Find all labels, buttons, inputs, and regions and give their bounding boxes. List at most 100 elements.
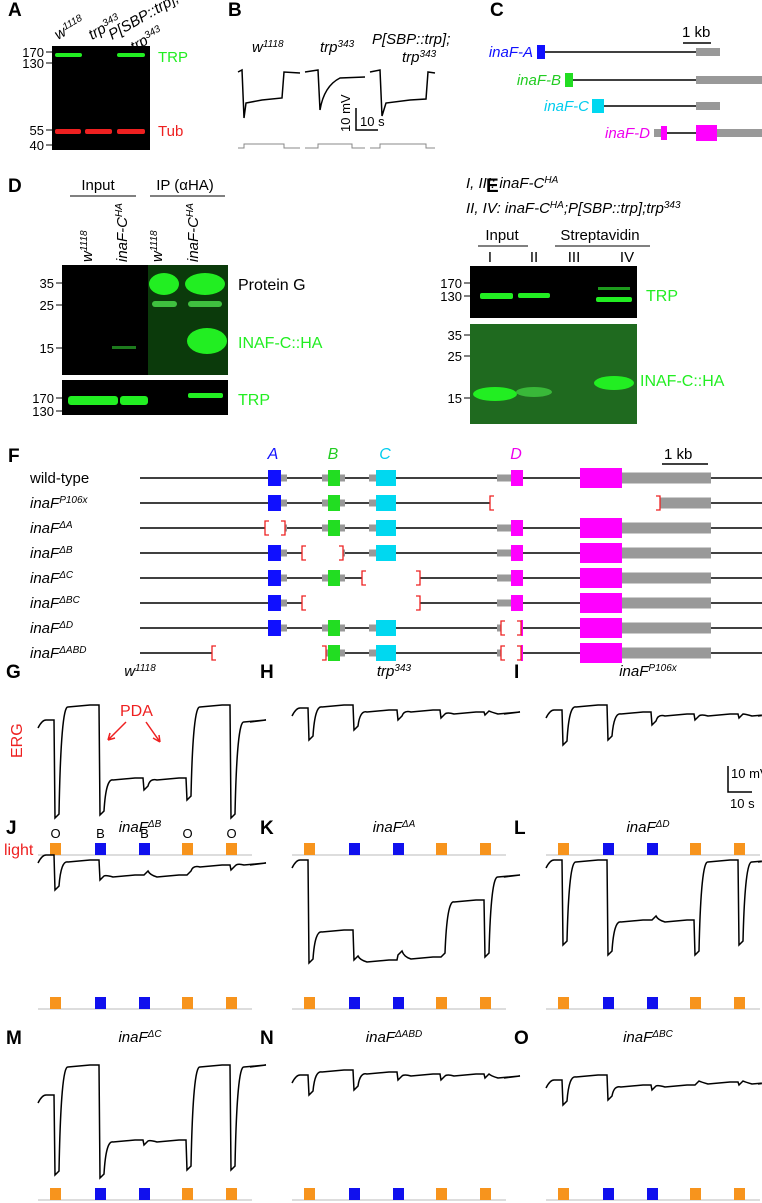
exon xyxy=(622,522,711,534)
exon xyxy=(580,618,622,638)
light-stimulus xyxy=(734,997,745,1009)
light-stimulus xyxy=(603,1188,614,1200)
light-stimulus xyxy=(349,1188,360,1200)
genotype: inaFP106x xyxy=(619,663,678,681)
exon xyxy=(511,570,523,586)
panel-label: M xyxy=(6,1028,22,1049)
lane-label: IV xyxy=(620,249,634,266)
superscript: HA xyxy=(550,200,564,211)
key-line: II, IV: inaF-CHA;P[SBP::trp];trp343 xyxy=(466,200,681,218)
deletion-bracket xyxy=(281,520,286,536)
superscript: ΔA xyxy=(58,520,73,531)
exon xyxy=(340,499,345,507)
light-stimulus xyxy=(182,1188,193,1200)
text-part: inaF xyxy=(30,545,60,562)
band xyxy=(185,273,225,295)
allele-label: inaFΔC xyxy=(30,570,74,588)
band xyxy=(473,387,517,401)
key-line: I, III: inaF-CHA xyxy=(466,175,559,193)
exon xyxy=(322,499,328,507)
exon-label: B xyxy=(328,446,339,463)
erg-trace xyxy=(545,704,762,747)
lane-label: inaF-CHA xyxy=(114,203,132,262)
light-stimulus xyxy=(50,997,61,1009)
exon xyxy=(580,543,622,563)
band xyxy=(120,396,148,405)
light-stimulus xyxy=(182,843,193,855)
exon xyxy=(340,524,345,532)
marker: 130 xyxy=(32,404,54,419)
light-stimulus xyxy=(647,1188,658,1200)
text-part: II, IV: inaF-C xyxy=(466,200,550,217)
lane-label: I xyxy=(488,249,492,266)
light-stimulus xyxy=(304,997,315,1009)
light-stimulus xyxy=(95,843,106,855)
exon xyxy=(285,524,287,532)
genotype: inaFΔABD xyxy=(366,1029,422,1047)
exon xyxy=(328,495,340,511)
light-stimulus xyxy=(647,843,658,855)
erg-trace xyxy=(291,704,521,742)
marker: 170 xyxy=(32,391,54,406)
exon xyxy=(343,549,345,557)
lane-label: inaF-CHA xyxy=(185,203,203,262)
exon xyxy=(281,599,287,607)
exon xyxy=(281,499,287,507)
light-stimulus xyxy=(558,1188,569,1200)
scale-bar xyxy=(727,766,752,793)
text-part: inaF xyxy=(30,570,60,587)
exon-label: D xyxy=(510,446,522,463)
trace xyxy=(237,68,301,119)
exon xyxy=(369,624,376,632)
exon xyxy=(497,574,511,582)
light-stimulus xyxy=(436,843,447,855)
band xyxy=(152,301,177,307)
superscript: ΔBC xyxy=(58,595,80,606)
light-stimulus xyxy=(304,843,315,855)
text-part: inaF xyxy=(30,595,60,612)
text-part: inaF-C xyxy=(185,217,202,262)
superscript: HA xyxy=(544,175,558,186)
band xyxy=(596,297,632,302)
marker: 25 xyxy=(40,298,54,313)
band xyxy=(112,346,136,349)
isoform-label: inaF-D xyxy=(605,125,650,142)
light-stimulus xyxy=(603,843,614,855)
exon xyxy=(497,624,501,632)
marker: 40 xyxy=(30,138,44,153)
genotype: inaFΔBC xyxy=(623,1029,674,1047)
pda-label: PDA xyxy=(120,703,153,720)
band xyxy=(594,376,634,390)
text-part: inaF xyxy=(118,1029,148,1046)
text-part: w xyxy=(252,39,264,56)
light-stimulus xyxy=(226,997,237,1009)
light-stimulus xyxy=(349,997,360,1009)
scale-label: 1 kb xyxy=(664,446,692,463)
text-part: inaF xyxy=(626,819,656,836)
scale-label: 10 s xyxy=(360,114,385,129)
exon xyxy=(622,572,711,584)
exon xyxy=(322,624,328,632)
exon xyxy=(376,470,396,486)
exon xyxy=(622,547,711,559)
exon xyxy=(328,570,340,586)
lane-label: w1118 xyxy=(79,230,97,262)
marker: 35 xyxy=(40,276,54,291)
band xyxy=(117,53,145,57)
exon xyxy=(340,649,345,657)
panel-label: I xyxy=(514,662,519,683)
superscript: ΔABD xyxy=(394,1029,422,1040)
stimulus-label: O xyxy=(182,826,192,841)
scale-label: 10 mV xyxy=(338,94,353,132)
stimulus-label: O xyxy=(226,826,236,841)
exon xyxy=(580,468,622,488)
exon xyxy=(340,474,345,482)
exon xyxy=(521,620,523,636)
group-label: Input xyxy=(485,227,519,244)
stimulus-label: B xyxy=(140,826,149,841)
superscript: P106x xyxy=(648,663,677,674)
exon xyxy=(369,474,376,482)
superscript: 1118 xyxy=(61,12,85,32)
light-stimulus xyxy=(480,843,491,855)
